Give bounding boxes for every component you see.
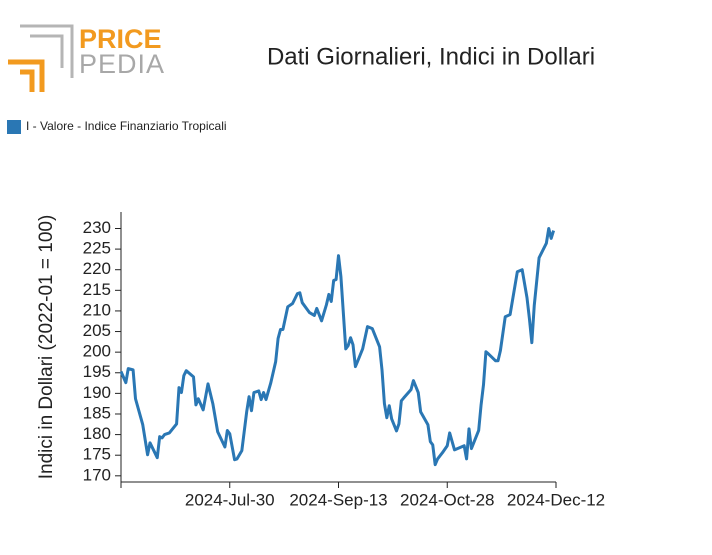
y-tick-label: 200 — [83, 342, 111, 361]
y-tick-label: 205 — [83, 321, 111, 340]
logo-mark — [30, 34, 64, 68]
logo-mark — [20, 69, 35, 92]
logo-mark — [8, 59, 45, 92]
logo-text: PRICE — [79, 24, 162, 54]
y-tick-label: 170 — [83, 465, 111, 484]
logo-text: PEDIA — [79, 49, 165, 79]
logo: PRICE PEDIA — [8, 24, 165, 92]
y-tick-label: 175 — [83, 445, 111, 464]
y-axis-label: Indici in Dollari (2022-01 = 100) — [36, 215, 57, 480]
y-tick-label: 185 — [83, 403, 111, 422]
y-tick-label: 230 — [83, 218, 111, 237]
logo-mark — [20, 24, 74, 78]
y-tick-label: 210 — [83, 300, 111, 319]
y-tick-label: 190 — [83, 383, 111, 402]
y-tick-label: 180 — [83, 424, 111, 443]
x-tick-label: 2024-Jul-30 — [185, 490, 275, 509]
data-line — [119, 226, 556, 467]
y-tick-label: 215 — [83, 280, 111, 299]
x-tick-label: 2024-Oct-28 — [400, 490, 495, 509]
legend-label: I - Valore - Indice Finanziario Tropical… — [26, 119, 227, 133]
x-tick-label: 2024-Dec-12 — [507, 490, 605, 509]
x-tick-label: 2024-Sep-13 — [289, 490, 387, 509]
chart-title: Dati Giornalieri, Indici in Dollari — [267, 43, 595, 70]
y-tick-label: 220 — [83, 259, 111, 278]
y-tick-label: 195 — [83, 362, 111, 381]
y-tick-label: 225 — [83, 239, 111, 258]
legend-swatch — [7, 120, 21, 134]
legend: I - Valore - Indice Finanziario Tropical… — [7, 119, 227, 134]
